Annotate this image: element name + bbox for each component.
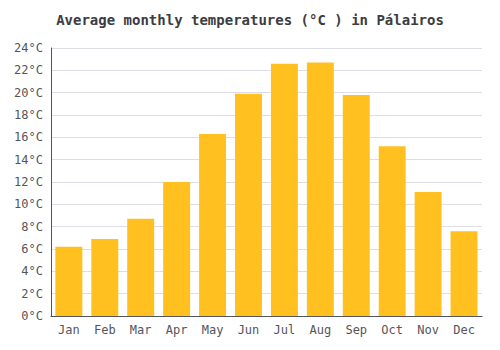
svg-text:22°C: 22°C [14,63,43,77]
svg-text:10°C: 10°C [14,197,43,211]
svg-text:6°C: 6°C [21,242,43,256]
svg-text:Jul: Jul [274,323,296,337]
svg-text:14°C: 14°C [14,153,43,167]
svg-text:Dec: Dec [453,323,475,337]
svg-text:Average monthly temperatures (: Average monthly temperatures (°C ) in Pá… [56,12,444,28]
svg-text:Nov: Nov [417,323,439,337]
svg-text:20°C: 20°C [14,86,43,100]
svg-text:Mar: Mar [130,323,152,337]
svg-text:24°C: 24°C [14,41,43,55]
svg-text:8°C: 8°C [21,220,43,234]
svg-text:4°C: 4°C [21,264,43,278]
svg-text:May: May [202,323,224,337]
svg-text:Sep: Sep [345,323,367,337]
svg-text:Aug: Aug [309,323,331,337]
svg-text:0°C: 0°C [21,309,43,323]
svg-text:16°C: 16°C [14,130,43,144]
svg-text:12°C: 12°C [14,175,43,189]
svg-text:2°C: 2°C [21,287,43,301]
svg-text:18°C: 18°C [14,108,43,122]
svg-text:Feb: Feb [94,323,116,337]
svg-text:Jan: Jan [58,323,80,337]
svg-text:Jun: Jun [238,323,260,337]
svg-text:Oct: Oct [381,323,403,337]
svg-text:Apr: Apr [166,323,188,337]
